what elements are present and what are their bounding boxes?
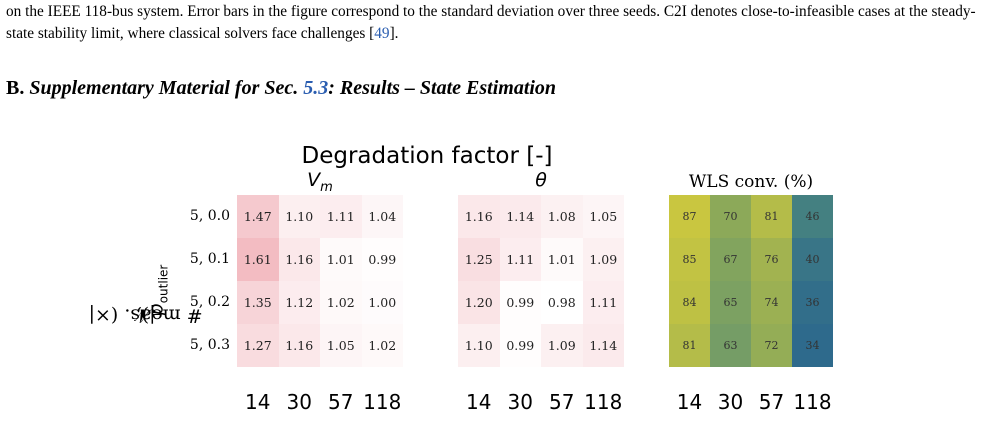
heatmap-cell: 36 (792, 281, 833, 324)
intro-text-end: ]. (389, 25, 399, 42)
x-tick-label: 30 (507, 390, 533, 414)
heatmap-cell: 63 (710, 324, 751, 367)
heatmap-cell: 40 (792, 238, 833, 281)
section-heading: B. Supplementary Material for Sec. 5.3: … (6, 77, 556, 100)
section-reference-link[interactable]: 5.3 (303, 77, 329, 99)
heatmap-cell: 0.99 (499, 281, 541, 324)
x-tick-label: 30 (286, 390, 312, 414)
heatmap-cell: 0.99 (361, 238, 403, 281)
heatmap-cell: 74 (751, 281, 792, 324)
heatmap-cell: 0.99 (499, 324, 541, 367)
heatmap-cell: 87 (669, 195, 710, 238)
x-tick-label: 14 (466, 390, 492, 414)
heatmap-cell: 46 (792, 195, 833, 238)
heatmap-cell: 1.14 (499, 195, 541, 238)
panel-title-vm: Vm (237, 169, 403, 195)
x-tick-label: 118 (363, 390, 402, 414)
citation-link[interactable]: 49 (374, 25, 390, 42)
heatmap-cell: 0.98 (541, 281, 583, 324)
x-tick-label: 57 (328, 390, 354, 414)
heatmap-cell: 1.08 (541, 195, 583, 238)
heatmap-cell: 1.47 (237, 195, 279, 238)
x-tick-label: 14 (676, 390, 703, 414)
heatmap-vm: 1.47 1.10 1.11 1.04 1.61 1.16 1.01 0.99 1.35 1.12… (237, 195, 403, 367)
heatmap-cell: 1.27 (237, 324, 279, 367)
x-tick-label: 118 (584, 390, 623, 414)
heatmap-cell: 1.14 (582, 324, 624, 367)
heatmap-cell: 1.04 (361, 195, 403, 238)
row-label: 5, 0.1 (189, 251, 230, 267)
heatmap-cell: 84 (669, 281, 710, 324)
heatmap-cell: 1.02 (320, 281, 362, 324)
figure-title: Degradation factor [-] (301, 143, 553, 169)
panel-title-wls: WLS conv. (%) (688, 172, 814, 192)
heatmap-cell: 1.05 (320, 324, 362, 367)
x-tick-label: 30 (717, 390, 744, 414)
intro-paragraph: on the IEEE 118-bus system. Error bars i… (6, 1, 996, 45)
row-label: 5, 0.2 (189, 294, 230, 310)
heatmap-cell: 1.11 (582, 281, 624, 324)
heatmap-cell: 65 (710, 281, 751, 324)
x-tick-label: 57 (549, 390, 575, 414)
intro-text: on the IEEE 118-bus system. Error bars i… (6, 3, 976, 42)
heatmap-cell: 1.16 (458, 195, 500, 238)
heatmap-cell: 81 (669, 324, 710, 367)
x-tick-label: 57 (758, 390, 785, 414)
heatmap-cell: 67 (710, 238, 751, 281)
heatmap-cell: 81 (751, 195, 792, 238)
heatmap-theta: 1.16 1.14 1.08 1.05 1.25 1.11 1.01 1.09 1.20 0.99… (458, 195, 624, 367)
heatmap-cell: 1.20 (458, 281, 500, 324)
heatmap-cell: 1.61 (237, 238, 279, 281)
heatmap-cell: 1.01 (541, 238, 583, 281)
heatmap-cell: 70 (710, 195, 751, 238)
heatmap-cell: 1.09 (582, 238, 624, 281)
heatmap-cell: 1.10 (458, 324, 500, 367)
x-tick-label: 118 (793, 390, 832, 414)
heatmap-cell: 1.02 (361, 324, 403, 367)
heatmap-cell: 1.10 (278, 195, 320, 238)
heatmap-cell: 85 (669, 238, 710, 281)
panel-title-vm-main: V (307, 169, 321, 191)
section-title-text: Supplementary Material for Sec. (29, 77, 299, 99)
heatmap-cell: 1.09 (541, 324, 583, 367)
section-label: B. (6, 77, 25, 99)
heatmap-cell: 1.12 (278, 281, 320, 324)
heatmap-cell: 1.00 (361, 281, 403, 324)
panel-title-vm-sub: m (320, 179, 333, 195)
heatmap-cell: 1.25 (458, 238, 500, 281)
section-title-suffix: : Results – State Estimation (328, 77, 557, 99)
x-tick-label: 14 (245, 390, 271, 414)
row-label: 5, 0.0 (189, 208, 230, 224)
heatmap-cell: 1.16 (278, 238, 320, 281)
heatmap-cell: 1.35 (237, 281, 279, 324)
row-label: 5, 0.3 (189, 337, 230, 353)
panel-title-theta: θ (535, 169, 547, 191)
heatmap-cell: 34 (792, 324, 833, 367)
heatmap-cell: 76 (751, 238, 792, 281)
heatmap-cell: 72 (751, 324, 792, 367)
heatmap-cell: 1.01 (320, 238, 362, 281)
heatmap-cell: 1.11 (320, 195, 362, 238)
heatmap-wls-convergence: 87 70 81 46 85 67 76 40 84 65 74 36 81 63 72 34 (669, 195, 833, 367)
heatmap-cell: 1.05 (582, 195, 624, 238)
heatmap-cell: 1.16 (278, 324, 320, 367)
heatmap-cell: 1.11 (499, 238, 541, 281)
